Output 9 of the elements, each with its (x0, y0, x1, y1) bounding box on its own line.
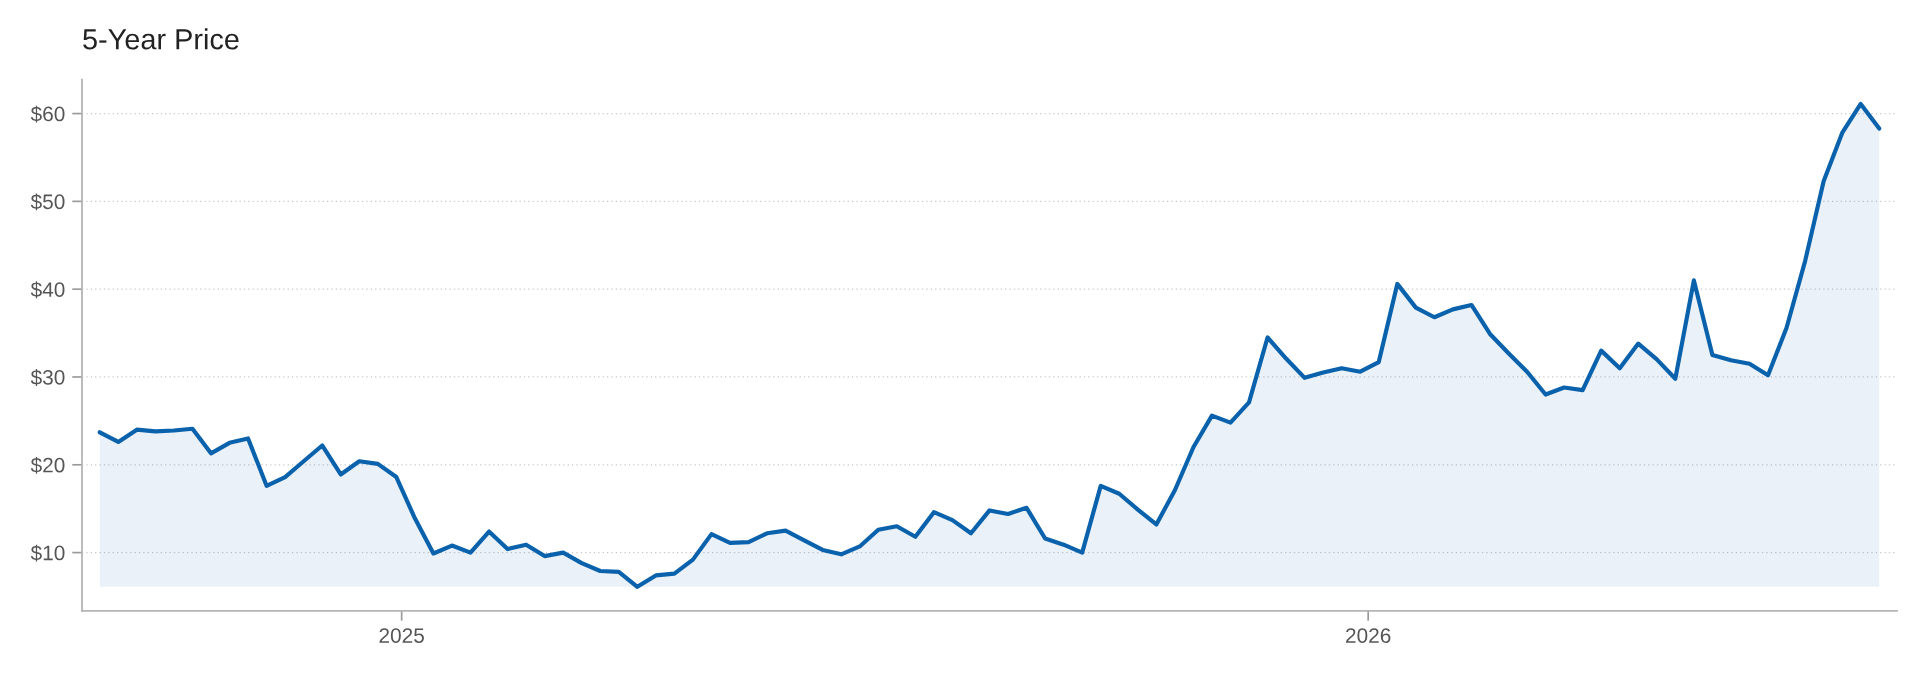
y-tick-label: $40 (30, 281, 65, 299)
y-tick-label: $10 (30, 544, 65, 562)
chart-title: 5-Year Price (83, 28, 239, 50)
x-tick-label: 2026 (1346, 628, 1391, 643)
x-tick-label: 2025 (379, 628, 424, 643)
y-tick-label: $20 (30, 456, 65, 474)
y-tick-label: $60 (30, 105, 65, 123)
y-tick-label: $30 (30, 369, 65, 386)
y-tick-label: $50 (30, 193, 65, 211)
